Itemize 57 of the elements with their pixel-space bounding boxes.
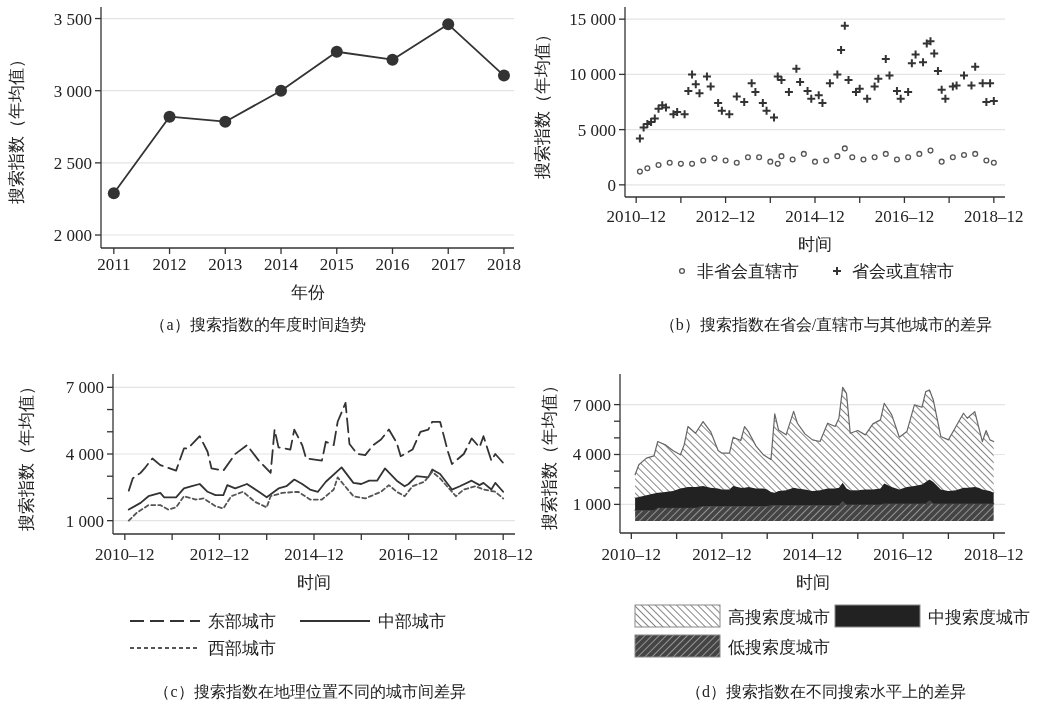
x-tick-label: 2010–12 — [606, 207, 666, 226]
legend-label: 省会或直辖市 — [852, 262, 954, 281]
x-axis-title: 时间 — [795, 573, 830, 592]
x-tick-label: 2018–12 — [963, 545, 1024, 564]
text: （c）搜索指数在地理位置不同的城市间差异 — [154, 683, 466, 700]
legend-label: 高搜索度城市 — [728, 608, 830, 627]
x-tick-label: 2016 — [375, 255, 410, 274]
y-tick-label: 2 500 — [53, 153, 92, 173]
legend-label: 中搜索度城市 — [928, 608, 1030, 627]
text: （d）搜索指数在不同搜索水平上的差异 — [686, 683, 966, 700]
legend-label: 东部城市 — [208, 612, 276, 631]
y-tick-label: 7 000 — [572, 395, 611, 415]
x-tick-label: 2014 — [264, 255, 299, 274]
x-tick-label: 2010–12 — [601, 545, 662, 564]
x-tick-label: 2015 — [319, 255, 354, 274]
x-axis-title: 年份 — [290, 283, 325, 302]
x-tick-label: 2018–12 — [473, 545, 533, 564]
x-tick-label: 2016–12 — [378, 545, 439, 564]
y-tick-label: 1 000 — [65, 511, 104, 531]
y-tick-label: 10 000 — [569, 65, 616, 85]
x-tick-label: 2012–12 — [695, 207, 756, 226]
x-tick-label: 2014–12 — [785, 207, 845, 226]
x-tick-label: 2012–12 — [189, 545, 250, 564]
x-tick-label: 2018–12 — [964, 207, 1024, 226]
x-axis-title: 时间 — [798, 235, 832, 254]
x-tick-label: 2013 — [208, 255, 243, 274]
x-tick-label: 2012 — [152, 255, 187, 274]
y-axis-title: 搜索指数（年均值） — [540, 377, 559, 530]
legend-label: 西部城市 — [208, 639, 276, 658]
x-tick-label: 2014–12 — [782, 545, 843, 564]
x-tick-label: 2010–12 — [95, 545, 155, 564]
y-axis-title: 搜索指数（年均值） — [7, 51, 26, 204]
x-tick-label: 2017 — [431, 255, 466, 274]
text: （b）搜索指数在省会/直辖市与其他城市的差异 — [659, 316, 993, 333]
legend-label: 非省会直辖市 — [697, 262, 799, 281]
x-tick-label: 2011 — [97, 255, 131, 274]
y-tick-label: 0 — [607, 175, 616, 195]
x-tick-label: 2014–12 — [284, 545, 344, 564]
y-tick-label: 4 000 — [572, 445, 611, 465]
x-tick-label: 2018 — [486, 255, 521, 274]
y-tick-label: 3 000 — [53, 81, 92, 101]
y-axis-title: 搜索指数（年均值） — [533, 25, 552, 179]
legend-label: 低搜索度城市 — [728, 638, 830, 657]
text: （a）搜索指数的年度时间趋势 — [150, 316, 366, 333]
y-tick-label: 4 000 — [65, 445, 104, 464]
x-tick-label: 2012–12 — [692, 545, 752, 564]
x-tick-label: 2016–12 — [873, 545, 933, 564]
y-tick-label: 1 000 — [572, 495, 611, 515]
y-tick-label: 5 000 — [577, 120, 616, 140]
y-tick-label: 2 000 — [53, 226, 92, 246]
y-axis-title: 搜索指数（年均值） — [17, 377, 36, 531]
y-tick-label: 7 000 — [65, 378, 104, 398]
x-axis-title: 时间 — [297, 573, 331, 592]
x-tick-label: 2016–12 — [874, 207, 935, 226]
y-tick-label: 3 500 — [53, 9, 92, 29]
legend-label: 中部城市 — [378, 612, 446, 631]
y-tick-label: 15 000 — [569, 10, 616, 30]
